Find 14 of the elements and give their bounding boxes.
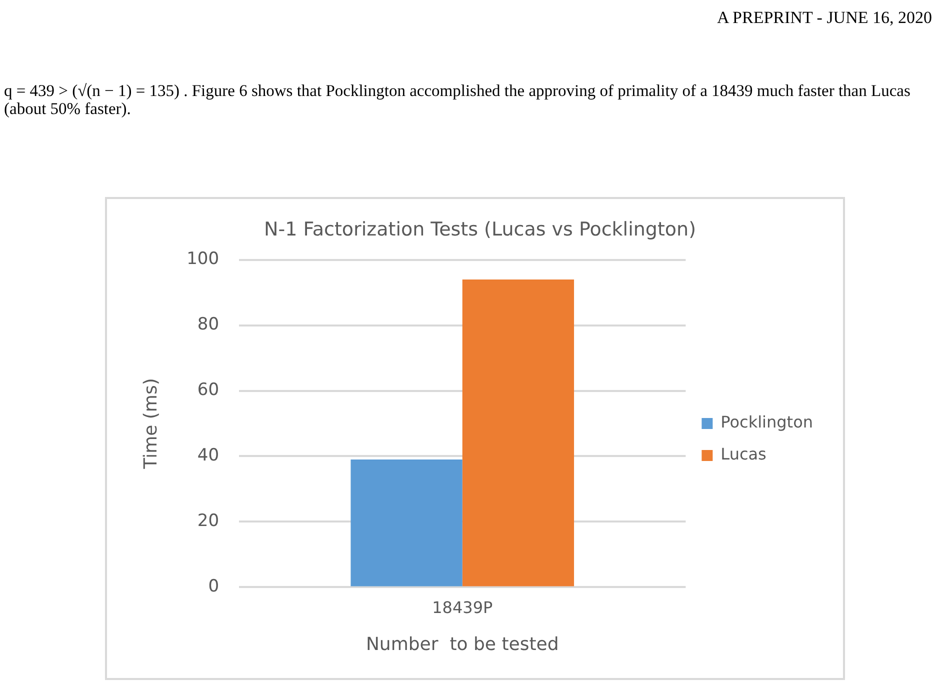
y-tick-label: 40 (197, 446, 220, 466)
text: A PREPRINT - JUNE 16, 2020 (716, 8, 932, 28)
y-axis-title: Time (ms) (140, 378, 162, 470)
y-tick-label: 80 (197, 314, 220, 335)
y-tick-label: 100 (186, 249, 220, 270)
legend-label: Lucas (720, 444, 766, 464)
y-tick-label: 20 (197, 511, 220, 532)
legend-label: Pocklington (720, 412, 814, 432)
x-tick-label: 18439P (432, 598, 493, 617)
x-axis-title: Number to be tested (366, 634, 559, 655)
y-tick-label: 0 (208, 576, 220, 597)
text: q = 439 > (√(n − 1) = 135) . Figure 6 shows that Pocklington accomplished the approving of primality of a 18439 much faster than Lucas (about 50% faster). (4, 81, 912, 118)
y-tick-label: 60 (197, 380, 220, 400)
chart-title: N-1 Factorization Tests (Lucas vs Pocklington) (264, 218, 696, 240)
